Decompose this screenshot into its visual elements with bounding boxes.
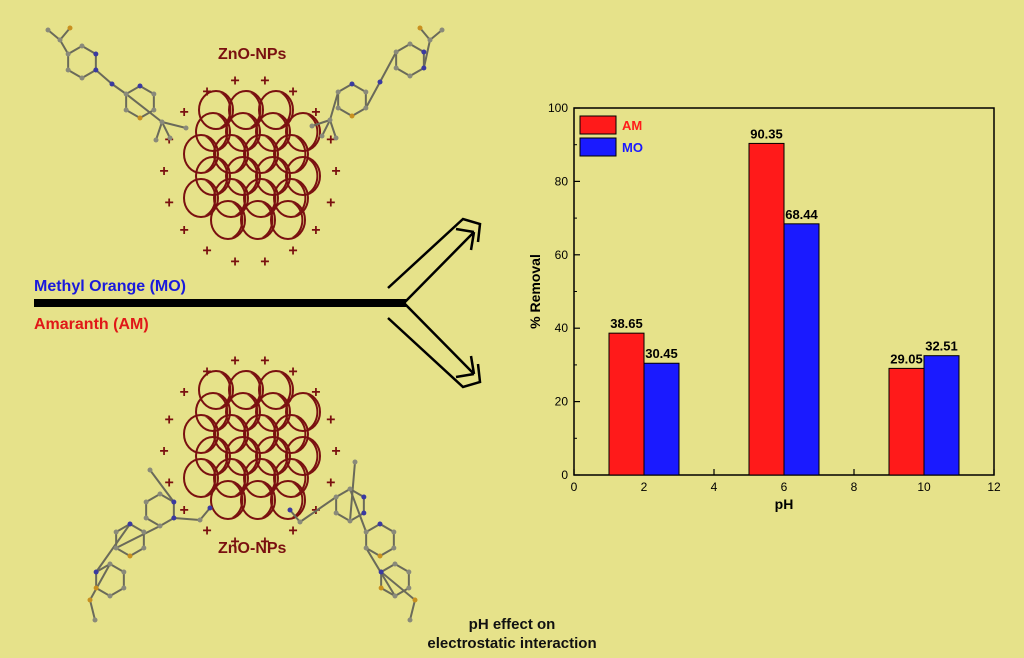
positive-charge: +	[230, 352, 239, 369]
x-tick-label: 8	[851, 480, 858, 494]
positive-charge: +	[179, 222, 188, 239]
positive-charge: +	[331, 163, 340, 180]
zno-nanoparticle-top: ++++++++++++++++++	[159, 72, 340, 270]
y-tick-label: 60	[555, 248, 569, 262]
positive-charge: +	[202, 243, 211, 260]
bar-am	[608, 332, 645, 476]
nanoparticle-label-top: ZnO-NPs	[218, 46, 287, 63]
x-axis-label: pH	[775, 496, 794, 512]
bar-am	[888, 367, 925, 476]
data-label: 68.44	[785, 207, 818, 222]
x-tick-label: 6	[781, 480, 788, 494]
dye-molecule-am-bottom-left	[87, 467, 213, 623]
y-tick-label: 80	[555, 174, 569, 188]
positive-charge: +	[230, 254, 239, 271]
positive-charge: +	[326, 474, 335, 491]
positive-charge: +	[311, 384, 320, 401]
dye-molecule-mo-top-right	[309, 25, 445, 141]
x-tick-label: 4	[711, 480, 718, 494]
data-label: 32.51	[925, 339, 958, 354]
x-tick-label: 0	[571, 480, 578, 494]
positive-charge: +	[260, 352, 269, 369]
positive-charge: +	[288, 523, 297, 540]
legend-swatch-am	[579, 115, 617, 135]
positive-charge: +	[165, 474, 174, 491]
positive-charge: +	[288, 363, 297, 380]
dye-molecule-am-bottom-right	[287, 459, 418, 623]
caption-line-2: electrostatic interaction	[427, 635, 597, 652]
nanoparticle-label-bottom: ZnO-NPs	[218, 540, 287, 557]
positive-charge: +	[159, 163, 168, 180]
bar-am	[748, 142, 785, 476]
positive-charge: +	[326, 132, 335, 149]
data-label: 90.35	[750, 126, 783, 141]
data-label: 29.05	[890, 351, 923, 366]
positive-charge: +	[179, 384, 188, 401]
arrow-down-inner	[387, 317, 482, 389]
bar-mo	[783, 223, 820, 476]
legend-label-am: AM	[622, 118, 642, 133]
y-tick-label: 40	[555, 321, 569, 335]
positive-charge: +	[179, 502, 188, 519]
positive-charge: +	[326, 412, 335, 429]
positive-charge: +	[331, 443, 340, 460]
zno-nanoparticle-bottom: ++++++++++++++++++	[159, 352, 340, 550]
positive-charge: +	[230, 72, 239, 89]
positive-charge: +	[159, 443, 168, 460]
legend-label-mo: MO	[622, 140, 643, 155]
positive-charge: +	[165, 194, 174, 211]
arrow-up-outer	[403, 227, 476, 304]
reagent-line	[34, 299, 406, 307]
positive-charge: +	[260, 254, 269, 271]
positive-charge: +	[288, 243, 297, 260]
y-tick-label: 100	[548, 101, 568, 115]
dye-molecule-mo-top-left	[45, 25, 189, 143]
x-tick-label: 2	[641, 480, 648, 494]
positive-charge: +	[230, 534, 239, 551]
positive-charge: +	[202, 83, 211, 100]
positive-charge: +	[202, 523, 211, 540]
methyl-orange-label: Methyl Orange (MO)	[34, 278, 187, 295]
positive-charge: +	[311, 104, 320, 121]
x-tick-label: 10	[917, 480, 931, 494]
caption: pH effect on electrostatic interaction	[0, 615, 1024, 653]
positive-charge: +	[311, 222, 320, 239]
positive-charge: +	[165, 412, 174, 429]
bar-mo	[643, 362, 680, 476]
positive-charge: +	[202, 363, 211, 380]
y-axis-label: % Removal	[527, 254, 543, 329]
positive-charge: +	[260, 534, 269, 551]
legend-swatch-mo	[579, 137, 617, 157]
arrow-down-outer	[403, 302, 476, 379]
y-tick-label: 0	[561, 468, 568, 482]
bar-mo	[923, 355, 960, 476]
positive-charge: +	[179, 104, 188, 121]
caption-line-1: pH effect on	[468, 616, 556, 633]
amaranth-label: Amaranth (AM)	[34, 316, 149, 333]
data-label: 30.45	[645, 346, 678, 361]
positive-charge: +	[326, 194, 335, 211]
data-label: 38.65	[610, 316, 643, 331]
x-tick-label: 12	[987, 480, 1001, 494]
positive-charge: +	[260, 72, 269, 89]
positive-charge: +	[288, 83, 297, 100]
y-tick-label: 20	[555, 395, 569, 409]
